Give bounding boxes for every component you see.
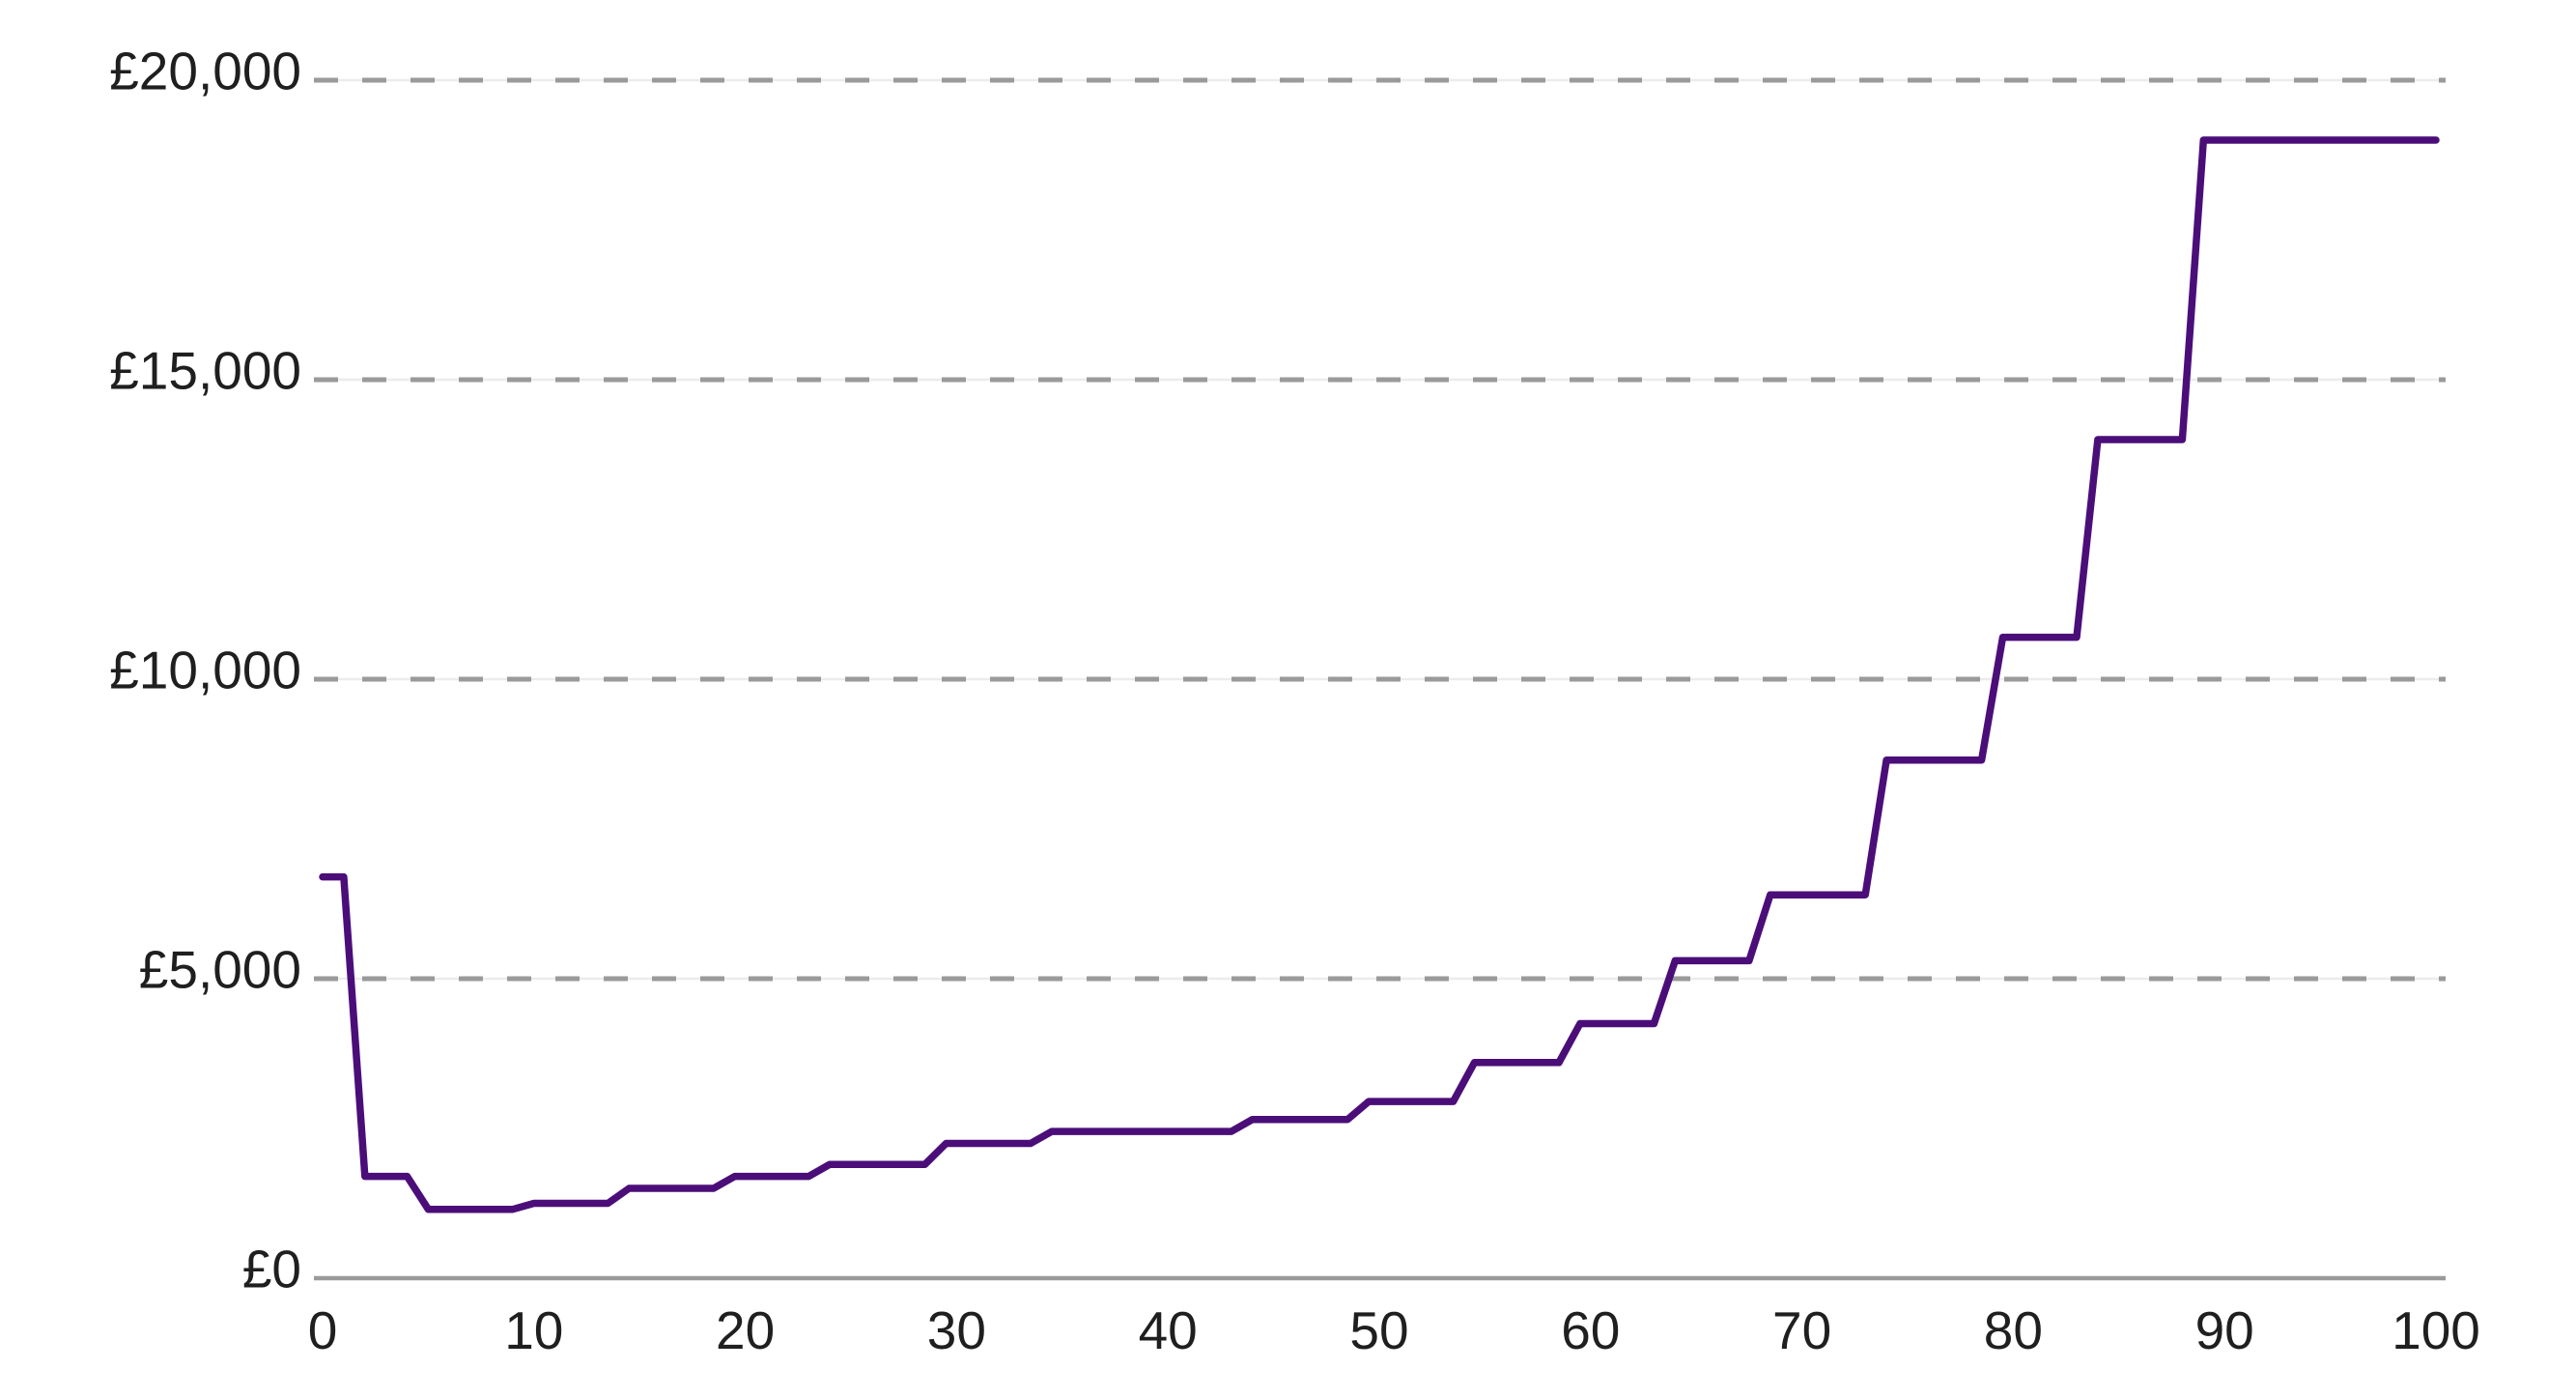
data-series-line xyxy=(319,136,2440,1213)
gridline-dash-layer xyxy=(314,77,2446,982)
x-axis-tick-label: 40 xyxy=(1139,1300,1198,1360)
x-axis-tick-label: 20 xyxy=(716,1300,775,1360)
x-axis-tick-label: 60 xyxy=(1561,1300,1620,1360)
y-axis-tick-label: £5,000 xyxy=(139,940,301,1000)
y-axis-tick-label: £15,000 xyxy=(109,341,301,401)
y-axis-tick-label: £0 xyxy=(242,1240,301,1299)
x-axis-tick-label: 50 xyxy=(1349,1300,1408,1360)
gridline-base-layer xyxy=(314,78,2446,981)
x-axis-tick-label: 30 xyxy=(927,1300,986,1360)
y-axis-tick-label: £20,000 xyxy=(109,42,301,101)
data-series-layer xyxy=(319,136,2440,1213)
x-axis-tick-label: 70 xyxy=(1772,1300,1831,1360)
y-axis-tick-label: £10,000 xyxy=(109,641,301,700)
x-axis-tick-label: 10 xyxy=(504,1300,563,1360)
x-axis-tick-label: 100 xyxy=(2392,1300,2480,1360)
x-axis-tick-label: 90 xyxy=(2195,1300,2254,1360)
x-axis-tick-label: 0 xyxy=(308,1300,338,1360)
x-axis-labels: 0 10 20 30 40 50 60 70 80 90 100 xyxy=(308,1300,2480,1360)
x-axis-tick-label: 80 xyxy=(1984,1300,2043,1360)
y-axis-labels: £0 £5,000 £10,000 £15,000 £20,000 xyxy=(109,42,301,1299)
